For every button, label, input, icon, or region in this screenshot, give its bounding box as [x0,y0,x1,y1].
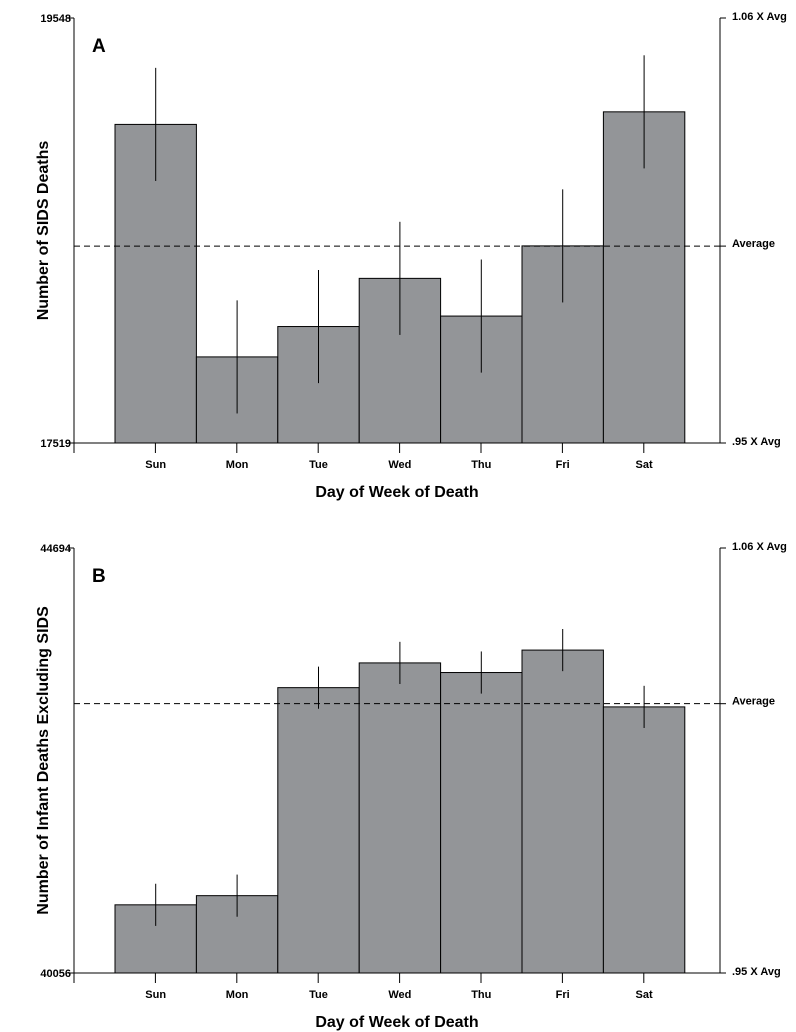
x-tick-label: Fri [556,989,570,1001]
x-tick-label: Tue [309,989,328,1001]
x-axis-title: Day of Week of Death [315,484,478,501]
y-tick-label: 44694 [40,543,71,555]
y-tick-label: 17519 [40,438,71,450]
x-tick-label: Mon [226,459,249,471]
right-axis-label: .95 X Avg [732,966,781,978]
x-tick-label: Fri [556,459,570,471]
x-tick-label: Sun [145,459,166,471]
x-tick-label: Sat [636,459,653,471]
bar [358,662,442,974]
y-axis-title: Number of SIDS Deaths [35,141,52,321]
right-axis-label: Average [732,238,775,250]
bar [521,649,604,974]
bar [440,672,523,974]
x-tick-label: Thu [471,989,491,1001]
x-tick-label: Sun [145,989,166,1001]
y-axis-title: Number of Infant Deaths Excluding SIDS [35,606,52,915]
panel-label: A [92,36,106,57]
x-tick-label: Sat [636,989,653,1001]
x-tick-label: Tue [309,459,328,471]
y-tick-label: 40056 [40,968,71,980]
right-axis-label: 1.06 X Avg [732,541,787,553]
x-tick-label: Wed [388,989,411,1001]
bar [277,687,360,974]
right-axis-label: 1.06 X Avg [732,11,787,23]
chart-panel-a: 19548 17519 1.06 X Avg Average .95 X Avg Sun M… [35,11,787,501]
x-tick-label: Thu [471,459,491,471]
x-axis-title: Day of Week of Death [315,1014,478,1031]
chart-panel-b: 44694 40056 1.06 X Avg Average .95 X Avg Sun M… [35,541,787,1031]
x-tick-label: Mon [226,989,249,1001]
y-tick-label: 19548 [40,13,71,25]
right-axis-label: .95 X Avg [732,436,781,448]
panel-label: B [92,566,106,587]
right-axis-label: Average [732,696,775,708]
bar [602,706,686,974]
x-tick-label: Wed [388,459,411,471]
